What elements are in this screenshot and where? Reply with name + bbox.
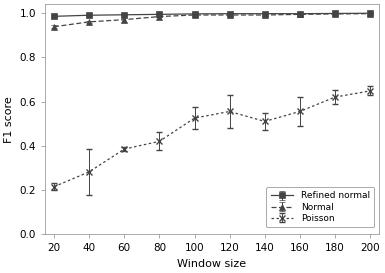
Y-axis label: F1 score: F1 score [4,96,14,143]
X-axis label: Window size: Window size [177,259,247,269]
Legend: Refined normal, Normal, Poisson: Refined normal, Normal, Poisson [266,187,374,227]
